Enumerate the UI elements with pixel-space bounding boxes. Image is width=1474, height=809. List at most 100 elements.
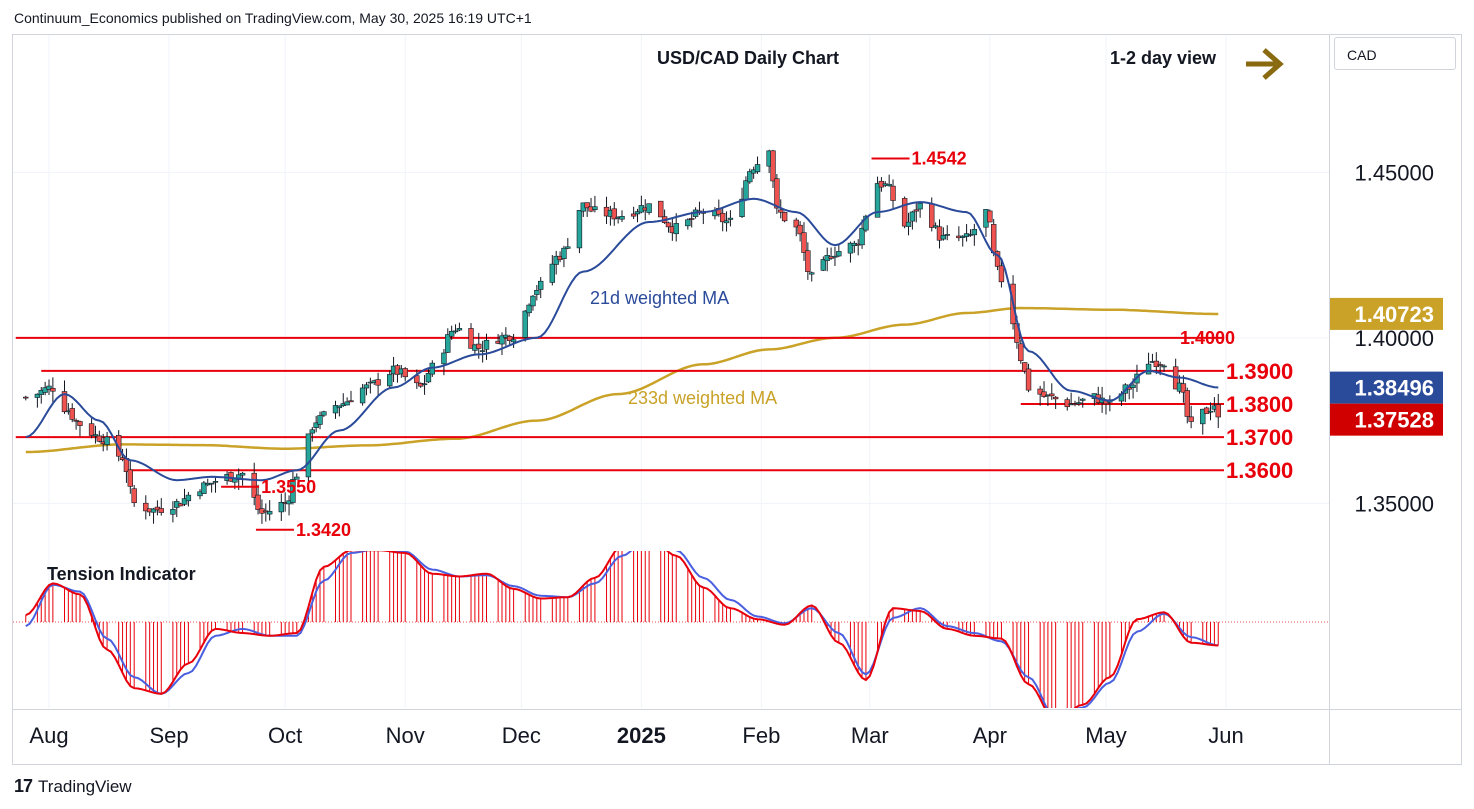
x-tick-label: Feb [742,723,780,748]
price-tag-label: 1.40723 [1354,302,1434,327]
candle [576,210,583,254]
candle [1188,405,1194,429]
chart-title: USD/CAD Daily Chart [657,48,839,68]
price-tag: 1.40723 [1330,297,1443,330]
candle [336,405,343,417]
publisher-header: Continuum_Economics published on Trading… [14,10,532,26]
ma21-line [25,197,1219,482]
x-tick-label: Dec [502,723,541,748]
candle [266,500,273,521]
candle [689,211,695,228]
candle [50,377,56,403]
currency-label: CAD [1347,47,1377,63]
candle [170,501,176,523]
candle [801,222,807,261]
candle [305,433,312,482]
candle [321,410,327,418]
candle [940,227,947,241]
candle [359,383,366,406]
level-labels: 1.4000 1.3900 1.3800 1.3700 1.3600 [1180,328,1293,483]
candle [1072,400,1078,407]
candle [445,328,451,354]
marked-level-label: 1.3550 [261,477,316,497]
ma21-label: 21d weighted MA [590,288,729,308]
price-tag: 1.38496 [1330,371,1443,404]
price-tag-label: 1.37528 [1354,408,1434,433]
candle [143,495,149,520]
candle [901,196,908,229]
candle [944,225,950,241]
candle [317,411,323,430]
candle [805,242,811,280]
candle [1049,383,1055,400]
candle [158,498,164,516]
candle [1025,363,1032,393]
marked-level-label: 1.3420 [296,520,351,540]
y-tick-label: 1.40000 [1354,326,1434,351]
currency-selector[interactable]: CAD [1334,37,1456,70]
price-axis-divider [1329,34,1330,765]
candle [205,478,211,487]
candle [530,294,536,311]
candle [77,420,83,437]
candle [619,210,625,222]
candle [847,241,854,263]
candle [727,210,734,227]
tension-slow-line [25,551,1219,708]
candle [42,381,48,396]
candle [468,323,474,349]
candle [127,461,134,494]
candle [963,224,970,242]
candle [905,212,912,236]
candle [1184,387,1190,424]
candle [917,201,923,218]
candle [665,221,672,233]
level-label: 1.3900 [1226,359,1293,384]
level-label: 1.3800 [1226,392,1293,417]
candle [425,368,432,383]
candle [1153,352,1160,375]
candle [886,174,892,187]
ma21-line-group [25,197,1219,482]
candle [630,206,637,220]
candle [634,208,641,223]
candle [859,219,865,249]
price-tag-bg [1330,403,1443,436]
x-tick-label: Oct [268,723,302,748]
candle [793,217,799,237]
candle [46,379,52,395]
candle [998,259,1005,288]
candle [538,277,544,299]
candle [363,382,370,396]
candle [534,285,540,301]
tension-panel: Tension Indicator [13,551,1329,708]
candle [754,156,761,174]
candle [208,482,215,493]
ma233-label: 233d weighted MA [628,388,777,408]
candle [781,211,788,223]
candle [212,477,219,493]
tradingview-footer[interactable]: 17 TradingView [14,776,132,797]
tension-fast-line [25,551,1219,708]
candle [913,202,919,223]
candle [448,325,455,340]
candle [909,210,916,230]
candle [836,243,842,258]
candle [1200,408,1206,435]
candle [561,245,567,268]
candle [646,203,652,215]
candle [104,431,110,451]
candle [479,340,486,363]
candle [770,149,776,188]
candle [73,418,79,430]
ma233-line [25,306,1219,454]
view-label: 1-2 day view [1110,48,1217,68]
candle [201,480,207,494]
candle [987,209,993,223]
candle [61,380,68,414]
candle [549,255,556,286]
x-tick-label: May [1085,723,1127,748]
y-axis-labels: 1.45000 1.40000 1.35000 [1354,160,1434,516]
candle [526,303,532,317]
candle [936,219,943,249]
